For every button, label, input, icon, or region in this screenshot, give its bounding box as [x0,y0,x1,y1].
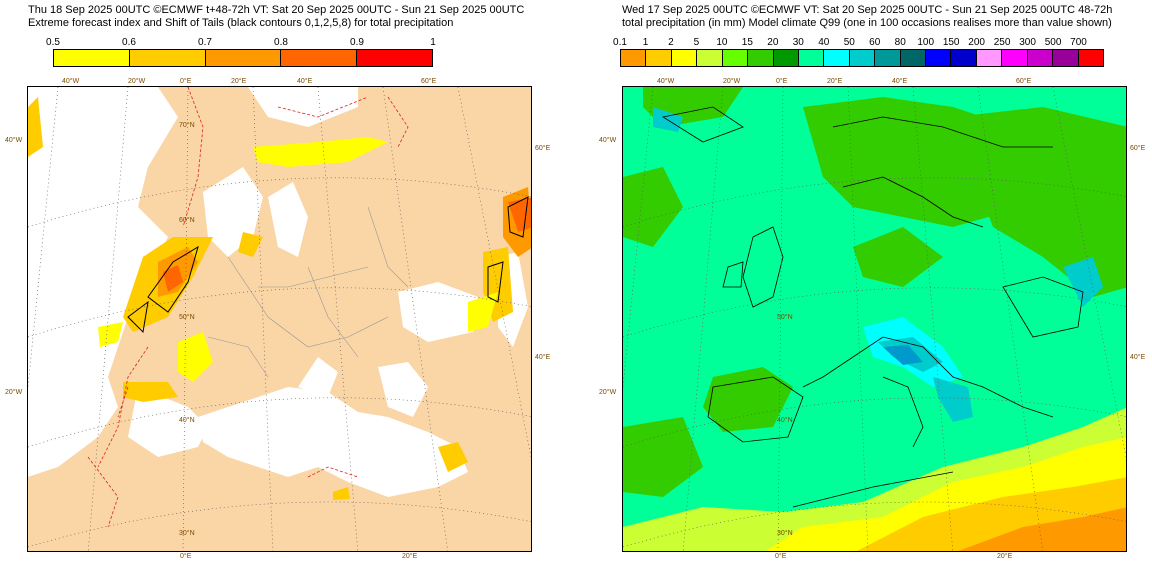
efi-edge-label-60e: 60°E [535,145,551,152]
q99-edge-label-20w: 20°W [599,389,617,396]
q99-colorbar-swatch-1 [646,50,672,66]
q99-colorbar-swatch-14 [976,50,1003,66]
q99-colorbar [620,49,1104,67]
q99-colorbar-swatch-16 [1027,50,1054,66]
q99-lon-label-60e: 60°E [1016,78,1032,85]
q99-colorbar-tick-label: 200 [968,37,985,48]
q99-colorbar-swatch-7 [798,50,825,66]
q99-colorbar-swatch-17 [1053,50,1079,66]
q99-colorbar-swatch-12 [926,50,952,66]
q99-colorbar-swatch-3 [697,50,723,66]
q99-lon-label-0e: 0°E [776,78,788,85]
q99-colorbar-tick-label: 20 [767,37,779,48]
efi-lon-label-0e: 0°E [180,78,192,85]
q99-colorbar-tick-label: 500 [1044,37,1062,48]
q99-lon-label-40w: 40°W [657,78,675,85]
efi-colorbar [53,49,433,67]
q99-colorbar-tick-label: 0.1 [613,37,627,48]
efi-colorbar-swatch-0 [54,50,130,66]
efi-lon-label-40w: 40°W [62,78,80,85]
q99-colorbar-swatch-5 [748,50,774,66]
efi-title-line2: Extreme forecast index and Shift of Tail… [28,17,454,29]
efi-map: 70°N 60°N 50°N 40°N 30°N [27,86,532,552]
q99-colorbar-tick-label: 700 [1070,37,1087,48]
q99-colorbar-tick-label: 80 [894,37,906,48]
q99-lon-label-20e: 20°E [827,78,843,85]
q99-colorbar-tick-label: 15 [741,37,753,48]
q99-colorbar-swatch-4 [722,50,749,66]
q99-panel: Wed 17 Sep 2025 00UTC ©ECMWF VT: Sat 20 … [592,0,1152,564]
q99-colorbar-swatch-11 [900,50,927,66]
q99-colorbar-tick-label: 5 [693,37,700,48]
efi-colorbar-tick-label: 0.5 [46,37,60,48]
efi-lon-label-60e: 60°E [421,78,437,85]
q99-colorbar-tick-label: 250 [993,37,1011,48]
efi-title-line1: Thu 18 Sep 2025 00UTC ©ECMWF t+48-72h VT… [28,4,525,16]
q99-lon-label-40e: 40°E [892,78,908,85]
q99-title-line1: Wed 17 Sep 2025 00UTC ©ECMWF VT: Sat 20 … [622,4,1113,16]
q99-colorbar-tick-label: 150 [942,37,960,48]
q99-colorbar-tick-label: 60 [869,37,881,48]
efi-colorbar-tick-label: 1 [430,37,436,48]
efi-lon-label-20e: 20°E [231,78,247,85]
q99-colorbar-swatch-9 [849,50,876,66]
q99-colorbar-tick-label: 300 [1019,37,1036,48]
efi-colorbar-swatch-1 [129,50,206,66]
efi-lon-label-40e: 40°E [297,78,313,85]
q99-edge-label-60e: 60°E [1130,145,1146,152]
efi-lon-bottom-20e: 20°E [402,553,418,560]
q99-lon-bottom-0e: 0°E [775,553,787,560]
q99-colorbar-swatch-6 [773,50,799,66]
efi-lat-label-70n: 70°N [179,122,195,129]
q99-colorbar-tick-label: 1 [642,37,649,48]
q99-edge-label-40w: 40°W [599,137,617,144]
efi-edge-label-40w: 40°W [5,137,23,144]
q99-lon-bottom-20e: 20°E [997,553,1013,560]
q99-colorbar-tick-label: 100 [917,37,935,48]
efi-edge-label-20w: 20°W [5,389,23,396]
efi-colorbar-tick-label: 0.7 [198,37,212,48]
efi-lat-label-40n: 40°N [179,417,195,424]
q99-colorbar-tick-label: 2 [668,37,674,48]
efi-edge-label-40e: 40°E [535,354,551,361]
q99-map: 50°N 40°N 30°N [622,86,1127,552]
q99-edge-label-40e: 40°E [1130,354,1146,361]
q99-colorbar-swatch-8 [824,50,850,66]
q99-title-line2: total precipitation (in mm) Model climat… [622,17,1112,29]
q99-colorbar-tick-label: 40 [818,37,830,48]
efi-colorbar-swatch-2 [205,50,282,66]
q99-colorbar-swatch-2 [671,50,698,66]
q99-colorbar-tick-label: 10 [716,37,728,48]
q99-colorbar-swatch-0 [621,50,647,66]
q99-colorbar-tick-label: 50 [843,37,855,48]
q99-colorbar-swatch-10 [875,50,901,66]
efi-colorbar-swatch-3 [281,50,358,66]
efi-lon-label-20w: 20°W [128,78,146,85]
q99-map-svg [623,87,1126,551]
q99-lat-label-50n: 50°N [777,314,793,321]
efi-colorbar-tick-label: 0.9 [350,37,364,48]
efi-lat-label-60n: 60°N [179,217,195,224]
q99-colorbar-swatch-15 [1002,50,1028,66]
q99-lat-label-30n: 30°N [777,530,793,537]
q99-lat-label-40n: 40°N [777,417,793,424]
efi-colorbar-tick-label: 0.6 [122,37,136,48]
efi-lat-label-30n: 30°N [179,530,195,537]
efi-colorbar-swatch-4 [357,50,432,66]
efi-colorbar-tick-label: 0.8 [274,37,288,48]
q99-lon-label-20w: 20°W [723,78,741,85]
efi-lat-label-50n: 50°N [179,314,195,321]
efi-panel: Thu 18 Sep 2025 00UTC ©ECMWF t+48-72h VT… [0,0,560,564]
efi-map-svg [28,87,531,551]
efi-lon-bottom-0e: 0°E [180,553,192,560]
q99-colorbar-swatch-13 [951,50,977,66]
q99-colorbar-tick-label: 30 [792,37,804,48]
q99-colorbar-swatch-18 [1078,50,1104,66]
